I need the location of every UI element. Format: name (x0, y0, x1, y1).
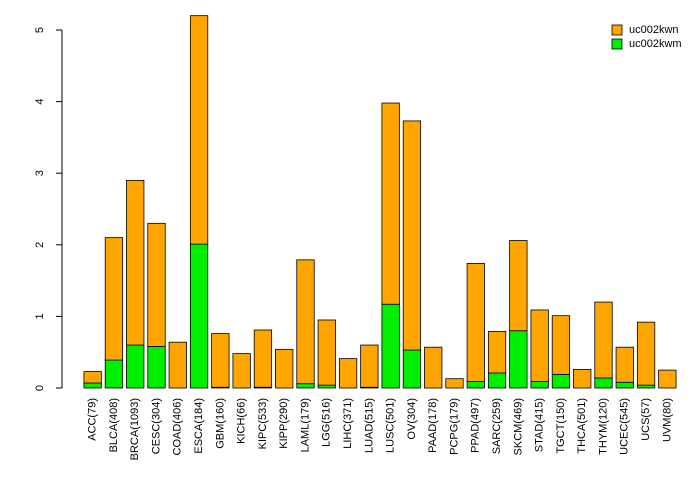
bar-uc002kwm (509, 330, 528, 389)
x-tick-label: KICH(66) (236, 398, 248, 444)
x-tick-label: PAAD(178) (427, 398, 439, 453)
x-tick-label: KIPC(533) (257, 398, 269, 449)
legend-swatch-uc002kwm (611, 38, 623, 50)
bar-uc002kwm (104, 359, 124, 389)
x-tick-label: LGG(516) (321, 398, 333, 447)
bar-uc002kwn (360, 344, 379, 388)
bar-uc002kwm (296, 383, 315, 389)
bar-uc002kwm (126, 344, 145, 389)
bar-uc002kwn (83, 371, 102, 384)
legend-label: uc002kwn (629, 24, 679, 36)
bar-uc002kwn (636, 321, 656, 386)
x-tick-label: LIHC(371) (342, 398, 354, 449)
bar-uc002kwn (104, 237, 124, 361)
bar-uc002kwm (147, 346, 166, 389)
y-tick-label: 5 (34, 27, 46, 33)
x-tick-label: TGCT(150) (555, 398, 567, 454)
bar-uc002kwn (253, 329, 273, 388)
bar-uc002kwm (381, 303, 400, 389)
bar-uc002kwm (551, 373, 571, 389)
bar-uc002kwm (530, 381, 549, 389)
bar-uc002kwn (466, 263, 485, 382)
bar-uc002kwn (168, 341, 187, 389)
x-tick-label: PCPG(179) (448, 398, 460, 455)
y-tick-label: 0 (34, 385, 46, 391)
y-tick-label: 1 (34, 313, 46, 319)
x-tick-label: THYM(120) (597, 398, 609, 455)
bar-uc002kwm (636, 384, 656, 389)
x-tick-label: CESC(304) (150, 398, 162, 454)
bar-uc002kwn (232, 353, 251, 389)
bar-uc002kwn (551, 315, 571, 375)
bar-uc002kwn (317, 319, 336, 386)
x-tick-label: KIPP(290) (278, 398, 290, 449)
bar-uc002kwm (402, 349, 422, 389)
x-tick-label: ACC(79) (87, 398, 99, 441)
bar-uc002kwn (424, 346, 443, 389)
x-tick-label: OV(304) (406, 398, 418, 440)
bar-uc002kwn (189, 15, 209, 245)
x-tick-label: UCEC(545) (619, 398, 631, 455)
bar-uc002kwn (147, 222, 166, 347)
bar-uc002kwm (466, 381, 485, 389)
x-tick-label: STAD(415) (534, 398, 546, 452)
y-tick-label: 2 (34, 242, 46, 248)
x-tick-label: THCA(501) (576, 398, 588, 454)
bar-uc002kwm (487, 372, 507, 389)
bar-uc002kwn (487, 331, 507, 374)
x-tick-label: COAD(406) (172, 398, 184, 455)
legend-label: uc002kwm (629, 38, 682, 50)
x-tick-label: UCS(57) (640, 398, 652, 441)
bar-uc002kwn (573, 368, 592, 389)
bar-uc002kwn (615, 346, 634, 383)
x-tick-label: BLCA(408) (108, 398, 120, 452)
bar-uc002kwn (296, 259, 315, 385)
bar-uc002kwn (445, 378, 464, 389)
bar-uc002kwm (83, 382, 102, 389)
x-tick-label: LAML(179) (299, 398, 311, 452)
x-tick-label: GBM(160) (214, 398, 226, 449)
bar-uc002kwn (658, 369, 677, 389)
bar-uc002kwn (338, 358, 358, 389)
x-tick-label: SARC(259) (491, 398, 503, 454)
bar-uc002kwn (530, 309, 549, 382)
x-tick-label: PPAD(497) (470, 398, 482, 453)
bar-uc002kwn (381, 102, 400, 305)
x-tick-label: BRCA(1093) (129, 398, 141, 460)
bar-uc002kwm (189, 243, 209, 389)
bar-uc002kwn (509, 240, 528, 332)
bar-uc002kwm (317, 384, 336, 389)
x-tick-label: ESCA(184) (193, 398, 205, 454)
x-tick-label: LUSC(501) (385, 398, 397, 453)
bar-uc002kwn (275, 348, 294, 389)
legend-swatch-uc002kwn (611, 24, 623, 36)
bar-uc002kwm (594, 377, 613, 389)
x-tick-label: UVM(80) (661, 398, 673, 442)
y-tick-label: 4 (34, 99, 46, 105)
bar-uc002kwm (615, 381, 634, 389)
bar-uc002kwn (402, 120, 422, 351)
x-tick-label: LUAD(515) (363, 398, 375, 453)
bar-uc002kwn (594, 301, 613, 379)
bar-uc002kwn (211, 333, 230, 388)
x-tick-label: SKCM(469) (512, 398, 524, 455)
bar-uc002kwn (126, 179, 145, 346)
y-tick-label: 3 (34, 170, 46, 176)
